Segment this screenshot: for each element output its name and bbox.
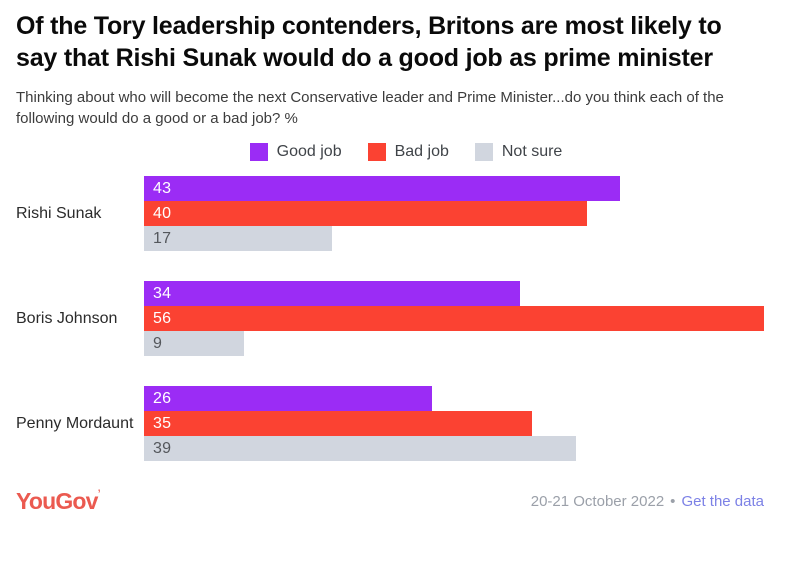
bar-value-bad-job-penny-mordaunt: 35 (153, 414, 172, 432)
survey-date: 20-21 October 2022 (530, 492, 665, 510)
bar-good-job-boris-johnson: 34 (144, 281, 521, 306)
legend-item-bad-job: Bad job (367, 142, 449, 161)
get-the-data-link[interactable]: Get the data (681, 492, 764, 510)
bar-value-good-job-rishi-sunak: 43 (153, 179, 172, 197)
legend-item-not-sure: Not sure (474, 142, 563, 161)
bar-value-good-job-penny-mordaunt: 26 (153, 389, 172, 407)
bar-value-good-job-boris-johnson: 34 (153, 284, 172, 302)
bar-value-bad-job-boris-johnson: 56 (153, 309, 172, 327)
good-job-swatch (249, 142, 268, 161)
bars-penny-mordaunt: 26 35 39 (144, 386, 764, 461)
category-label-rishi-sunak: Rishi Sunak (16, 204, 102, 222)
logo-trademark: ’ (97, 487, 101, 500)
bar-bad-job-rishi-sunak: 40 (144, 201, 587, 226)
bar-group-penny-mordaunt: Penny Mordaunt 26 35 39 (0, 386, 812, 461)
bar-group-boris-johnson: Boris Johnson 34 56 9 (0, 281, 812, 356)
bars-boris-johnson: 34 56 9 (144, 281, 764, 356)
bar-not-sure-boris-johnson: 9 (144, 331, 244, 356)
footer-meta: 20-21 October 2022 • Get the data (531, 493, 764, 510)
legend-label-bad-job: Bad job (394, 142, 449, 160)
category-label-penny-mordaunt: Penny Mordaunt (16, 414, 134, 432)
yougov-logo-text: YouGov (16, 487, 98, 514)
bar-good-job-penny-mordaunt: 26 (144, 386, 432, 411)
page: Of the Tory leadership contenders, Brito… (0, 10, 812, 564)
bar-bad-job-penny-mordaunt: 35 (144, 411, 532, 436)
bad-job-swatch (367, 142, 386, 161)
not-sure-swatch (474, 142, 493, 161)
chart-subtitle: Thinking about who will become the next … (16, 89, 724, 127)
legend: Good job Bad job Not sure (0, 142, 812, 161)
bar-good-job-rishi-sunak: 43 (144, 176, 621, 201)
bar-group-rishi-sunak: Rishi Sunak 43 40 17 (0, 176, 812, 251)
bar-bad-job-boris-johnson: 56 (144, 306, 764, 331)
bar-chart: Rishi Sunak 43 40 17 Boris Johnson 34 56 9 Penny… (0, 176, 812, 461)
legend-item-good-job: Good job (249, 142, 342, 161)
bar-value-bad-job-rishi-sunak: 40 (153, 204, 172, 222)
bar-value-not-sure-rishi-sunak: 17 (153, 229, 172, 247)
yougov-logo: YouGov’ (16, 487, 101, 515)
bar-not-sure-penny-mordaunt: 39 (144, 436, 576, 461)
chart-title: Of the Tory leadership contenders, Brito… (16, 12, 722, 72)
bar-value-not-sure-boris-johnson: 9 (153, 334, 163, 352)
bar-value-not-sure-penny-mordaunt: 39 (153, 439, 172, 457)
separator-dot: • (670, 492, 676, 510)
footer: YouGov’ 20-21 October 2022 • Get the dat… (0, 485, 812, 517)
legend-label-not-sure: Not sure (501, 142, 563, 160)
bars-rishi-sunak: 43 40 17 (144, 176, 764, 251)
category-label-boris-johnson: Boris Johnson (16, 309, 118, 327)
bar-not-sure-rishi-sunak: 17 (144, 226, 333, 251)
legend-label-good-job: Good job (276, 142, 342, 160)
